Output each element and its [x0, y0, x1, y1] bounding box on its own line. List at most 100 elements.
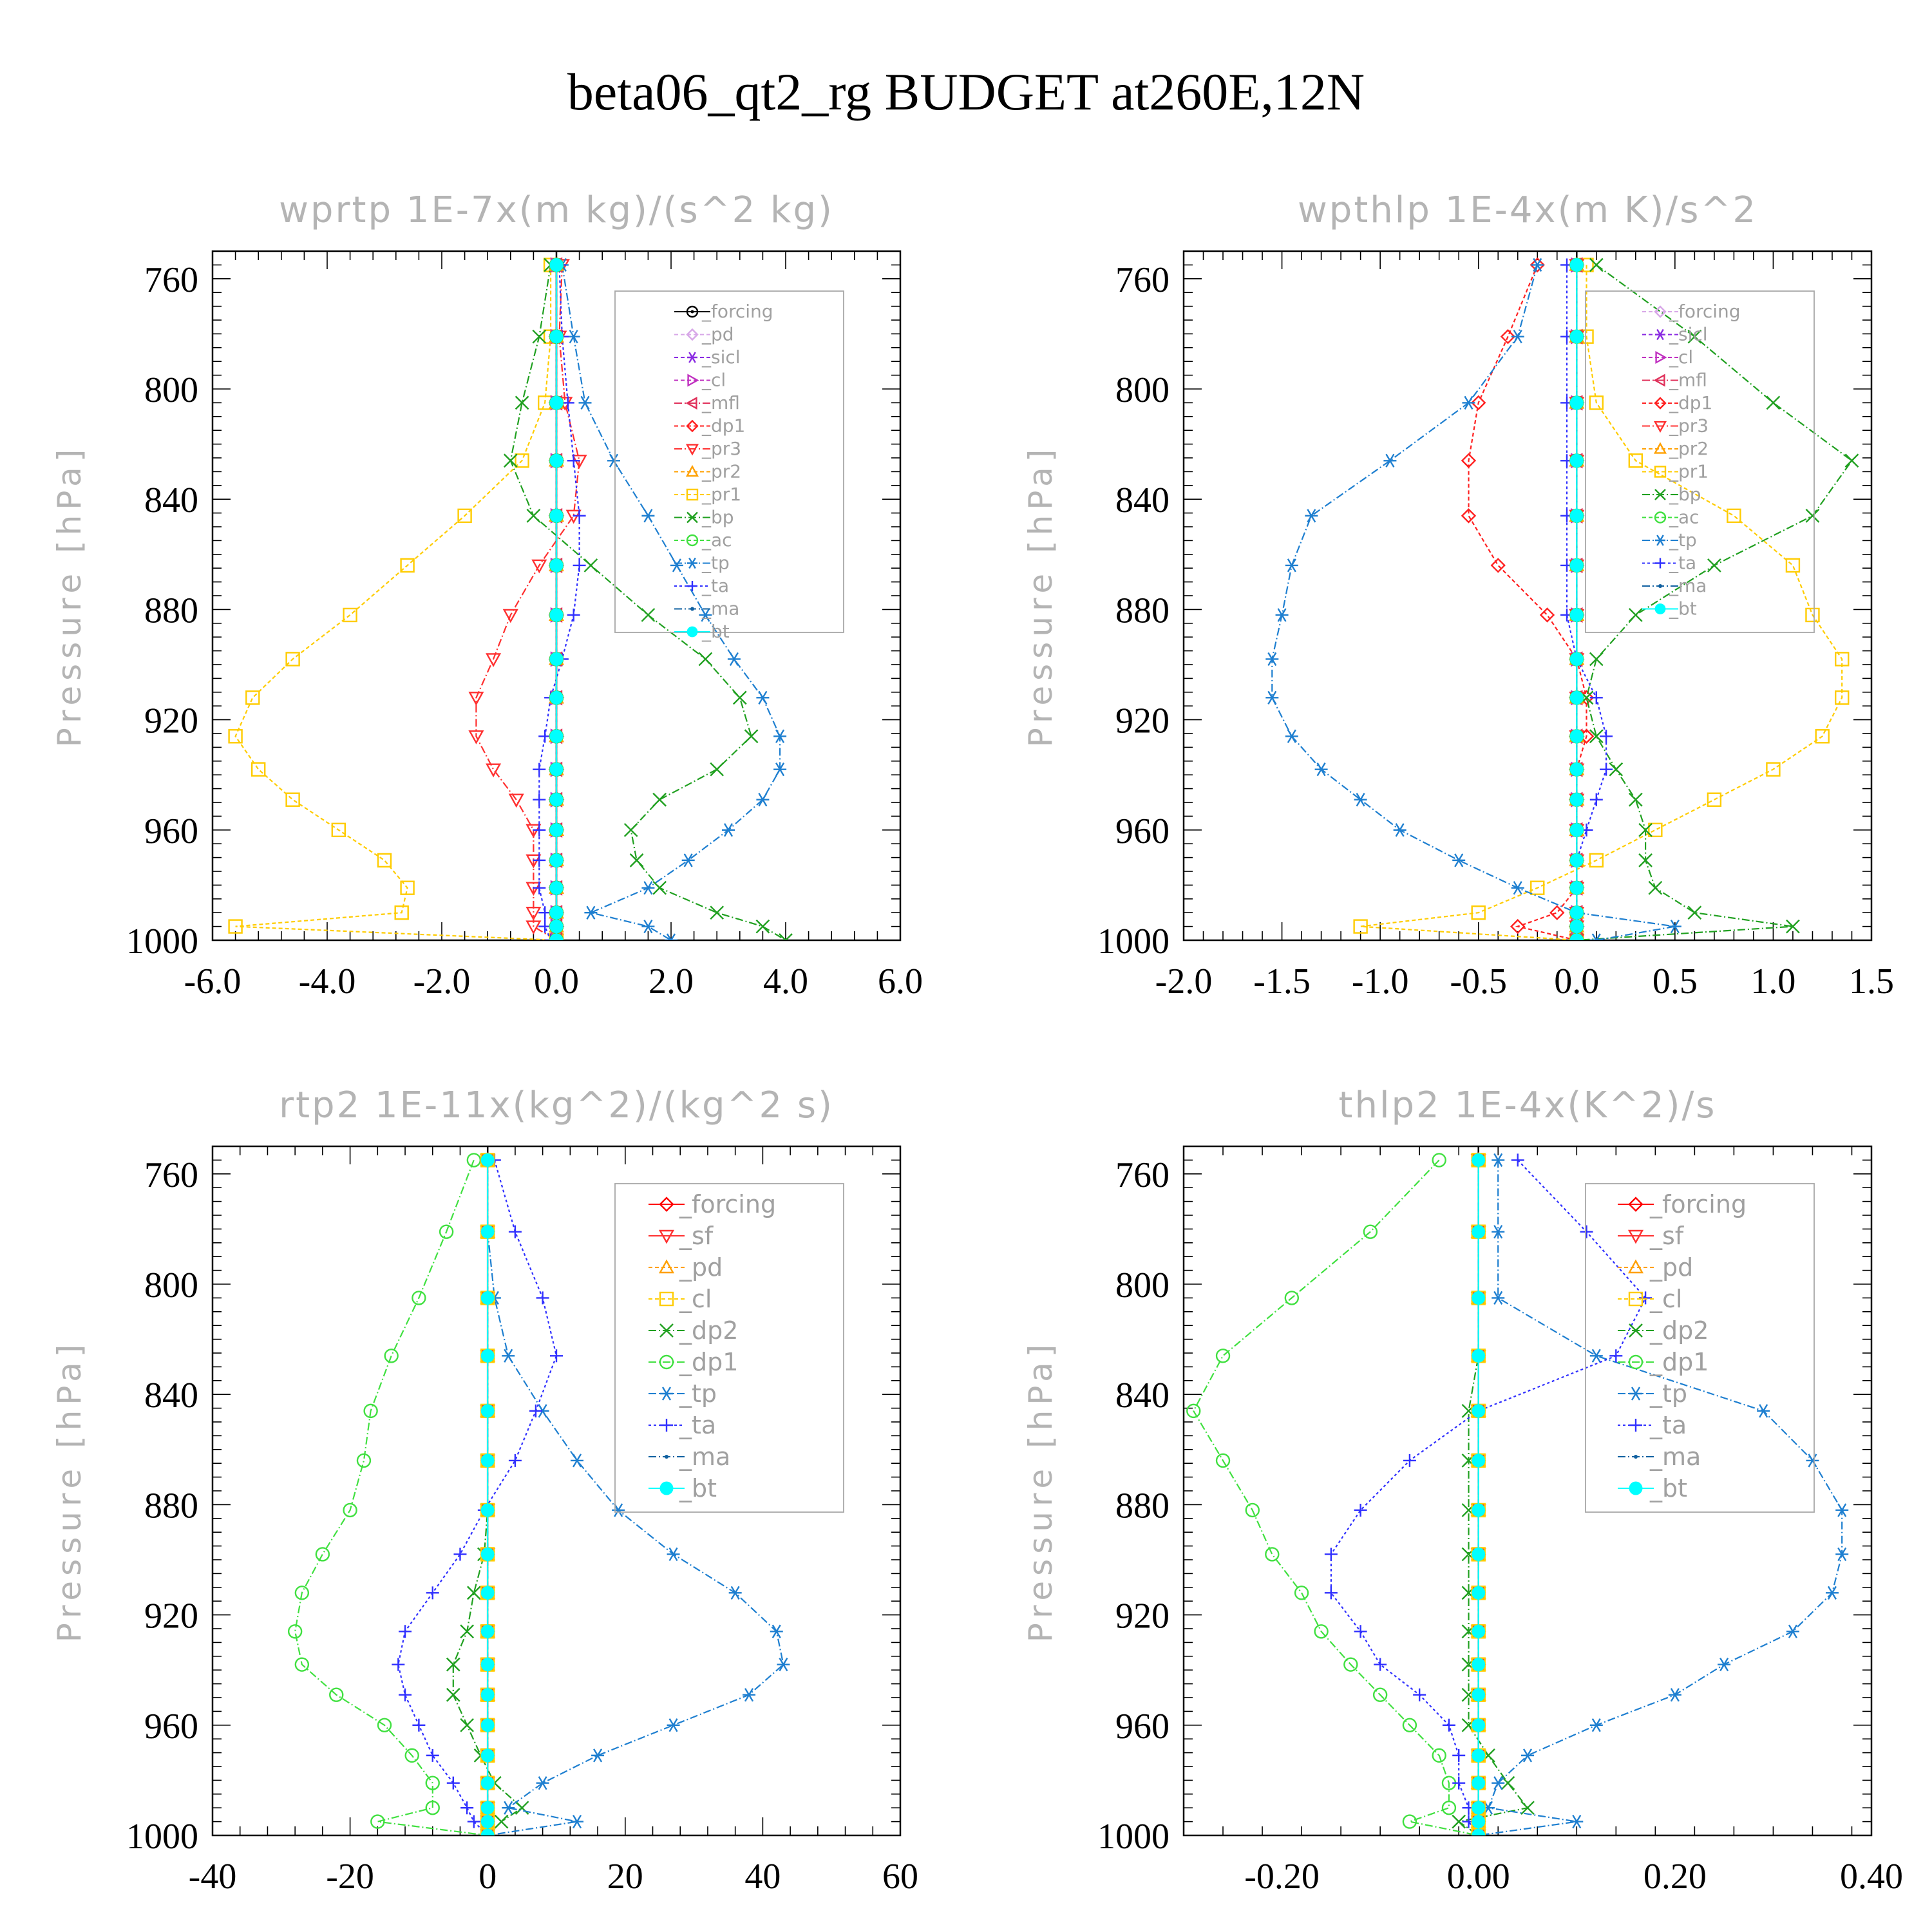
data-point [578, 395, 592, 410]
data-point [1265, 652, 1279, 667]
data-point [480, 1624, 495, 1638]
data-point [1511, 330, 1524, 344]
data-point [1628, 608, 1643, 622]
data-point [1638, 853, 1653, 867]
legend-marker [659, 1354, 674, 1370]
data-point [777, 1658, 790, 1672]
legend-marker [1653, 442, 1667, 454]
data-point [285, 652, 300, 667]
data-point [727, 652, 741, 667]
legend-marker [686, 419, 699, 433]
data-point [549, 933, 564, 940]
legend-label: _dp1 [1649, 1348, 1709, 1376]
data-point [1305, 509, 1318, 523]
data-point [1324, 1586, 1338, 1600]
data-point [779, 933, 793, 940]
data-point [1569, 729, 1584, 743]
y-tick-label: 800 [1115, 1265, 1170, 1305]
data-point [1492, 1225, 1505, 1239]
data-point [480, 1225, 495, 1239]
legend-marker [1655, 558, 1665, 569]
series_dp1 [1461, 257, 1595, 940]
data-point [1510, 918, 1526, 934]
legend-entry: _pr2 [674, 461, 741, 482]
legend-marker [1654, 397, 1667, 410]
legend-marker [686, 305, 699, 318]
data-point [508, 1225, 522, 1238]
data-point [1569, 823, 1584, 837]
series-group [228, 256, 793, 940]
legend-label: _pd [679, 1253, 723, 1282]
series-line [475, 265, 580, 940]
series_tp [1265, 258, 1681, 940]
data-point [228, 729, 243, 744]
data-point [480, 1586, 495, 1600]
data-point [1472, 1547, 1486, 1561]
legend-label: _pr1 [701, 484, 741, 505]
legend-entry: _forcing [649, 1190, 776, 1218]
legend-label: _ma [1669, 575, 1707, 596]
data-point [1531, 258, 1544, 272]
legend-marker [690, 607, 694, 611]
x-tick-label: -1.5 [1253, 961, 1311, 1001]
data-point [1569, 558, 1584, 573]
data-point [502, 1349, 515, 1363]
data-point [457, 508, 472, 524]
data-point [710, 905, 724, 920]
series_bt [1569, 258, 1584, 940]
data-point [1805, 509, 1820, 523]
series-line [1360, 265, 1843, 940]
data-point [549, 395, 564, 410]
data-point [399, 1688, 412, 1701]
y-tick-label: 840 [1115, 1376, 1170, 1416]
data-point [1600, 762, 1613, 776]
data-point [394, 905, 409, 920]
legend-label: _ma [1649, 1443, 1701, 1471]
data-point [1628, 792, 1643, 807]
legend-entry: _pd [649, 1253, 723, 1282]
y-tick-label: 920 [144, 1596, 198, 1636]
data-point [460, 1624, 475, 1639]
data-point [515, 453, 529, 468]
legend-label: _mfl [1669, 370, 1707, 391]
data-point [515, 1801, 529, 1815]
data-point [607, 453, 620, 468]
data-point [670, 558, 683, 573]
data-point [1442, 1718, 1455, 1732]
data-point [1285, 558, 1298, 573]
data-point [1472, 1815, 1486, 1829]
series_ta [1560, 258, 1613, 940]
legend-marker [665, 1455, 668, 1459]
data-point [1835, 1503, 1849, 1517]
data-point [573, 509, 586, 522]
data-point [439, 1224, 454, 1239]
data-point [1354, 1625, 1367, 1638]
data-point [1580, 1225, 1593, 1238]
panel-3: rtp2 1E-11x(kg^2)/(kg^2 s) Pressure [hPa]… [51, 1084, 918, 1897]
legend-box [1585, 290, 1815, 633]
data-point [1472, 1586, 1486, 1600]
data-point [425, 1776, 440, 1790]
data-point [1589, 933, 1603, 940]
legend-marker [1629, 1323, 1643, 1338]
x-tick-label: 0.0 [534, 961, 579, 1001]
legend-entry: _dp1 [1642, 392, 1712, 413]
data-point [1609, 1349, 1623, 1363]
data-point [453, 1548, 467, 1561]
legend-marker [685, 396, 697, 410]
data-point [480, 1776, 495, 1790]
legend-entry: _dp2 [649, 1316, 738, 1345]
data-point [294, 1657, 310, 1672]
data-point [1472, 1153, 1486, 1167]
data-point [584, 905, 598, 920]
legend-marker [687, 557, 697, 569]
series_pr1 [1353, 258, 1850, 940]
x-tick-label: -2.0 [1155, 961, 1213, 1001]
data-point [1569, 853, 1584, 867]
data-point [1539, 607, 1555, 623]
y-tick-label: 1000 [126, 1817, 198, 1857]
series_dp2 [1452, 1153, 1535, 1835]
legend-entry: _ac [1642, 507, 1700, 528]
legend-entry: _tp [674, 553, 730, 574]
data-point [1354, 1503, 1367, 1517]
